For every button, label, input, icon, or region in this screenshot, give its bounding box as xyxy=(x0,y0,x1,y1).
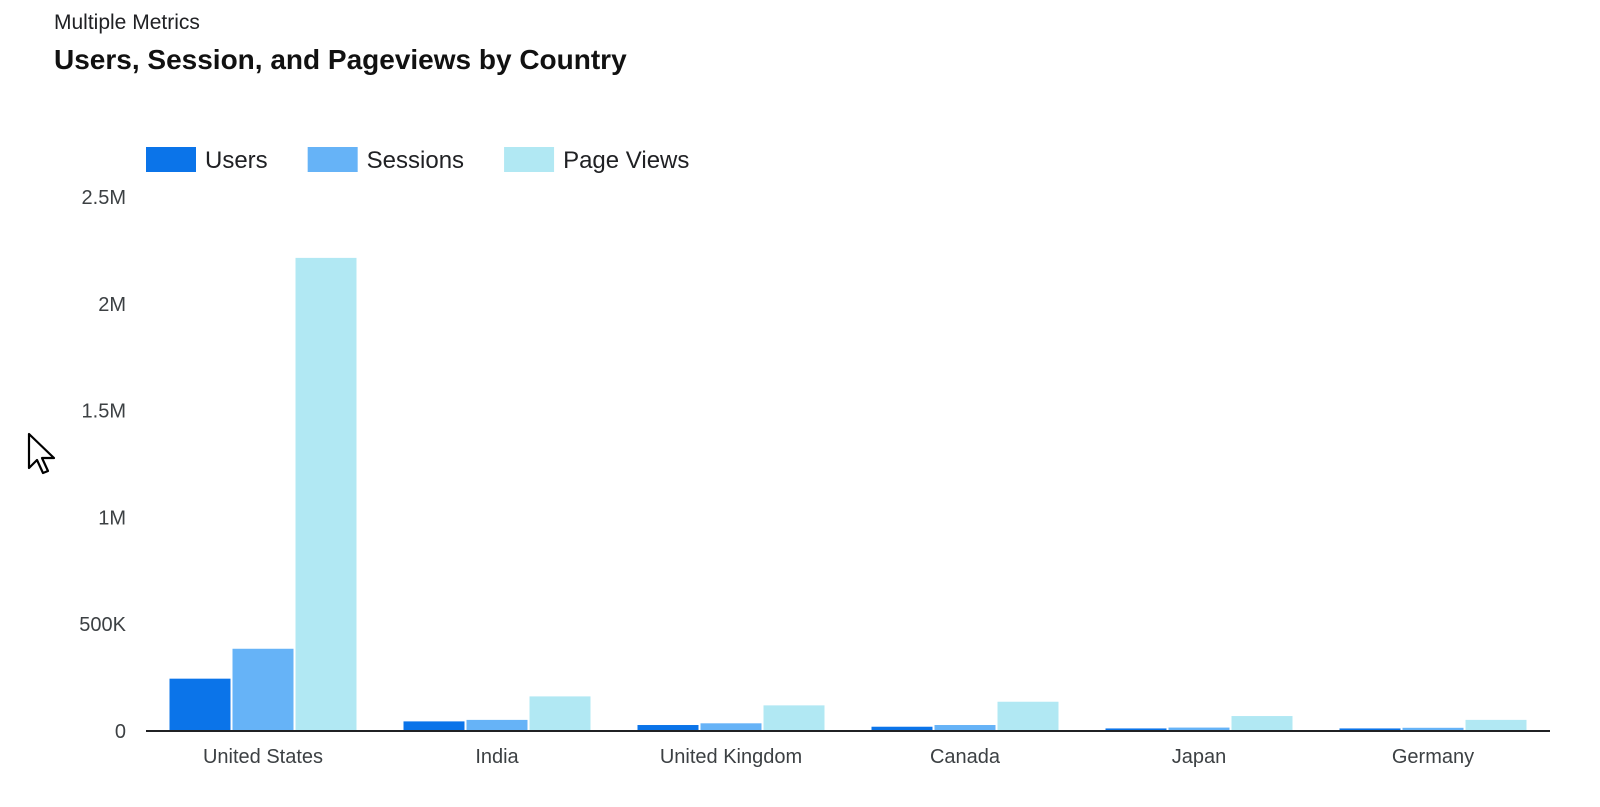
legend-label-page-views: Page Views xyxy=(563,147,689,174)
bar-india-page-views[interactable] xyxy=(529,696,591,731)
y-tick-label: 2.5M xyxy=(82,187,126,209)
bar-japan-users[interactable] xyxy=(1105,728,1167,731)
chart-title: Users, Session, and Pageviews by Country xyxy=(54,44,627,75)
bar-canada-sessions[interactable] xyxy=(934,725,996,731)
bar-united-kingdom-sessions[interactable] xyxy=(700,723,762,731)
bar-united-states-page-views[interactable] xyxy=(295,257,357,731)
y-tick-label: 0 xyxy=(115,721,126,743)
legend-swatch-page-views xyxy=(504,147,555,172)
y-tick-label: 1M xyxy=(98,507,126,529)
x-tick-label-india: India xyxy=(475,746,519,768)
bars-group xyxy=(169,257,1527,731)
legend-label-sessions: Sessions xyxy=(367,147,464,174)
bar-united-kingdom-users[interactable] xyxy=(637,725,699,731)
bar-india-users[interactable] xyxy=(403,721,465,731)
bar-india-sessions[interactable] xyxy=(466,719,528,731)
x-axis: United States India United Kingdom Canada Ja… xyxy=(146,730,1550,768)
x-tick-label-japan: Japan xyxy=(1172,746,1227,768)
x-tick-label-united-states: United States xyxy=(203,746,323,768)
y-tick-label: 500K xyxy=(79,614,126,636)
bar-japan-page-views[interactable] xyxy=(1231,716,1293,731)
x-tick-label-united-kingdom: United Kingdom xyxy=(660,746,802,768)
x-tick-label-germany: Germany xyxy=(1392,746,1474,768)
y-tick-label: 1.5M xyxy=(82,401,126,423)
bar-canada-users[interactable] xyxy=(871,726,933,731)
bar-united-kingdom-page-views[interactable] xyxy=(763,705,825,731)
y-axis: 0 500K 1M 1.5M 2M 2.5M xyxy=(79,187,126,743)
bar-canada-page-views[interactable] xyxy=(997,701,1059,731)
bar-united-states-sessions[interactable] xyxy=(232,648,294,731)
legend-swatch-users xyxy=(146,147,196,172)
bar-united-states-users[interactable] xyxy=(169,678,231,731)
bar-japan-sessions[interactable] xyxy=(1168,727,1230,731)
bar-germany-users[interactable] xyxy=(1339,728,1401,731)
chart-legend: Users Sessions Page Views xyxy=(146,147,689,174)
chart-subtitle: Multiple Metrics xyxy=(54,11,200,34)
y-tick-label: 2M xyxy=(98,294,126,316)
bar-germany-page-views[interactable] xyxy=(1465,719,1527,731)
bar-germany-sessions[interactable] xyxy=(1402,727,1464,731)
x-tick-label-canada: Canada xyxy=(930,746,1001,768)
mouse-pointer-icon xyxy=(27,432,56,475)
legend-label-users: Users xyxy=(205,147,268,174)
legend-swatch-sessions xyxy=(307,147,358,172)
